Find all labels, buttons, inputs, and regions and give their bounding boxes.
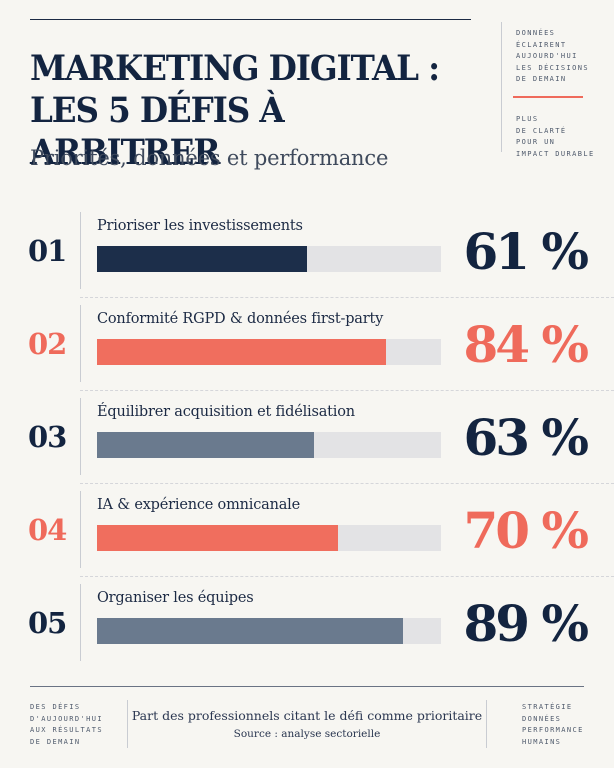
footer-source: Source : analyse sectorielle	[233, 728, 381, 740]
category-label: Organiser les équipes	[97, 590, 254, 606]
category-label: IA & expérience omnicanale	[97, 497, 300, 513]
top-rule	[30, 19, 471, 20]
footer-left-divider	[127, 700, 128, 748]
row-divider	[80, 297, 614, 298]
title-line-1: MARKETING DIGITAL :	[30, 48, 440, 89]
chart-row: 04 IA & expérience omnicanale 70 %	[0, 483, 614, 576]
row-number: 05	[28, 606, 67, 640]
side-note-top-1: DONNÉES ÉCLAIRENT AUJOURD'HUI LES DÉCISI…	[516, 29, 589, 83]
row-number: 02	[28, 327, 67, 361]
bar	[97, 246, 307, 272]
top-right-divider	[501, 22, 502, 152]
chart-row: 01 Prioriser les investissements 61 %	[0, 204, 614, 297]
side-note-bottom-left: DES DÉFIS D'AUJOURD'HUI AUX RÉSULTATS DE…	[30, 703, 103, 746]
row-separator	[80, 398, 81, 475]
bar-track	[97, 339, 441, 365]
row-separator	[80, 584, 81, 661]
footer-right-divider	[486, 700, 487, 748]
accent-dash	[513, 96, 583, 98]
row-separator	[80, 305, 81, 382]
row-divider	[80, 483, 614, 484]
bar-track	[97, 246, 441, 272]
row-divider	[80, 576, 614, 577]
bar	[97, 525, 338, 551]
value-label: 61 %	[463, 222, 589, 281]
side-note-bottom-right: STRATÉGIE DONNÉES PERFORMANCE HUMAINS	[522, 703, 584, 746]
bar-track	[97, 432, 441, 458]
page-subtitle: Priorités, données et performance	[30, 146, 389, 170]
bar	[97, 618, 403, 644]
row-number: 03	[28, 420, 67, 454]
bar-track	[97, 525, 441, 551]
chart-row: 02 Conformité RGPD & données first-party 8…	[0, 297, 614, 390]
category-label: Prioriser les investissements	[97, 218, 303, 234]
value-label: 63 %	[463, 408, 589, 467]
row-divider	[80, 390, 614, 391]
category-label: Conformité RGPD & données first-party	[97, 311, 384, 327]
value-label: 84 %	[463, 315, 589, 374]
row-separator	[80, 212, 81, 289]
value-label: 89 %	[463, 594, 589, 653]
bar	[97, 432, 314, 458]
bar	[97, 339, 386, 365]
value-label: 70 %	[463, 501, 589, 560]
chart-row: 03 Équilibrer acquisition et fidélisation…	[0, 390, 614, 483]
chart-row: 05 Organiser les équipes 89 %	[0, 576, 614, 669]
row-separator	[80, 491, 81, 568]
title-line-2: LES 5 DÉFIS À ARBITRER	[30, 90, 285, 173]
footer-caption: Part des professionnels citant le défi c…	[131, 708, 483, 723]
page-title: MARKETING DIGITAL : LES 5 DÉFIS À ARBITR…	[30, 48, 467, 174]
bar-track	[97, 618, 441, 644]
footer-rule	[30, 686, 584, 687]
row-number: 01	[28, 234, 67, 268]
side-note-top-2: PLUS DE CLARTÉ POUR UN IMPACT DURABLE	[516, 115, 595, 158]
category-label: Équilibrer acquisition et fidélisation	[97, 404, 355, 420]
row-number: 04	[28, 513, 67, 547]
